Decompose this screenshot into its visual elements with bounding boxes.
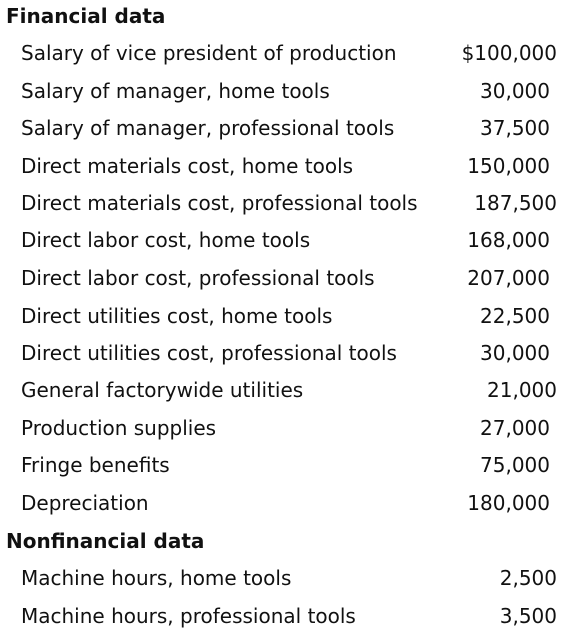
table-row: Direct materials cost, professional tool… <box>0 185 562 222</box>
financial-data-heading: Financial data <box>6 4 166 28</box>
table-row: Direct materials cost, home tools 150,00… <box>0 148 562 185</box>
row-value: 180,000 <box>467 491 550 515</box>
row-value: 21,000 <box>487 378 557 402</box>
row-label: Direct materials cost, home tools <box>21 154 354 178</box>
row-label: Direct utilities cost, home tools <box>21 304 333 328</box>
table-row: Direct utilities cost, home tools 22,500 <box>0 298 562 335</box>
row-label: Fringe benefits <box>21 453 170 477</box>
row-label: Direct materials cost, professional tool… <box>21 191 418 215</box>
row-value: $100,000 <box>461 41 557 65</box>
table-row: Machine hours, home tools 2,500 <box>0 560 562 597</box>
row-label: Machine hours, home tools <box>21 566 292 590</box>
row-label: Depreciation <box>21 491 149 515</box>
row-label: Direct utilities cost, professional tool… <box>21 341 397 365</box>
table-row: Salary of manager, professional tools 37… <box>0 110 562 147</box>
table-row: Direct labor cost, professional tools 20… <box>0 260 562 297</box>
table-row: Direct labor cost, home tools 168,000 <box>0 222 562 259</box>
row-label: Direct labor cost, home tools <box>21 228 311 252</box>
table-row: Depreciation 180,000 <box>0 485 562 522</box>
row-label: Salary of manager, professional tools <box>21 116 395 140</box>
row-value: 75,000 <box>480 453 550 477</box>
row-label: Production supplies <box>21 416 217 440</box>
row-label: General factorywide utilities <box>21 378 304 402</box>
table-row: Salary of vice president of production $… <box>0 35 562 72</box>
table-row: General factorywide utilities 21,000 <box>0 372 562 409</box>
table-row: Salary of manager, home tools 30,000 <box>0 73 562 110</box>
nonfinancial-data-heading: Nonfinancial data <box>6 529 205 553</box>
row-value: 187,500 <box>474 191 557 215</box>
row-label: Machine hours, professional tools <box>21 604 356 628</box>
row-value: 207,000 <box>467 266 550 290</box>
row-value: 37,500 <box>480 116 550 140</box>
table-row: Production supplies 27,000 <box>0 410 562 447</box>
row-value: 168,000 <box>467 228 550 252</box>
row-label: Salary of vice president of production <box>21 41 397 65</box>
row-value: 22,500 <box>480 304 550 328</box>
row-value: 27,000 <box>480 416 550 440</box>
row-value: 3,500 <box>499 604 557 628</box>
table-row: Direct utilities cost, professional tool… <box>0 335 562 372</box>
row-label: Direct labor cost, professional tools <box>21 266 375 290</box>
row-value: 150,000 <box>467 154 550 178</box>
row-value: 30,000 <box>480 341 550 365</box>
row-value: 30,000 <box>480 79 550 103</box>
row-label: Salary of manager, home tools <box>21 79 330 103</box>
table-row: Machine hours, professional tools 3,500 <box>0 598 562 635</box>
row-value: 2,500 <box>499 566 557 590</box>
table-row: Fringe benefits 75,000 <box>0 447 562 484</box>
